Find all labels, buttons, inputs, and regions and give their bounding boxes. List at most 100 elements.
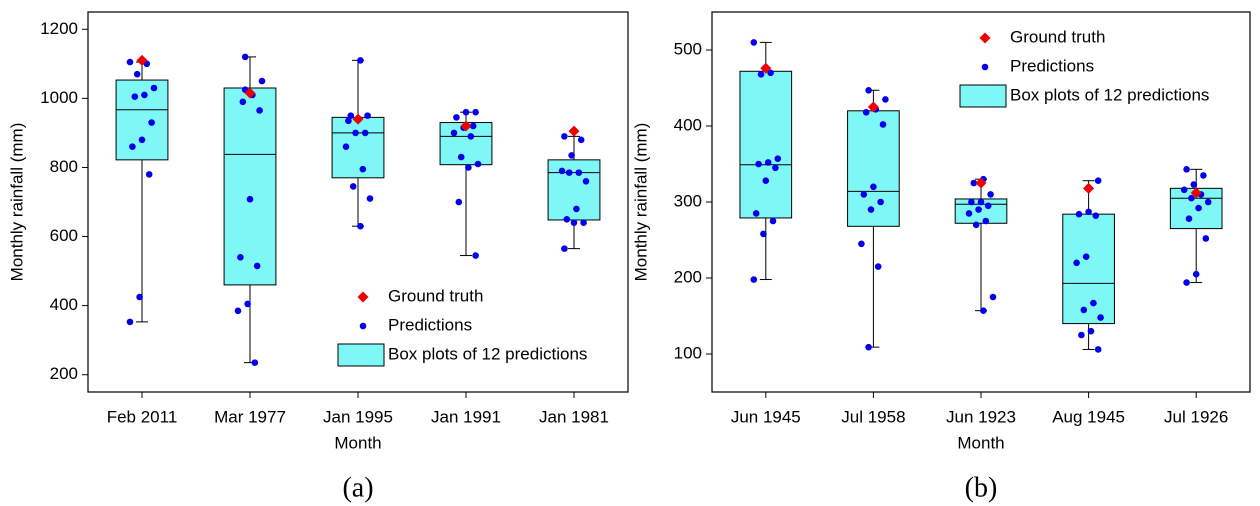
x-tick-label: Jul 1926 <box>1164 407 1228 426</box>
prediction-point <box>244 300 251 308</box>
prediction-point <box>349 183 357 190</box>
legend-label: Predictions <box>388 315 472 334</box>
prediction-point <box>858 240 865 248</box>
prediction-point <box>860 191 868 198</box>
prediction-point <box>870 183 877 191</box>
x-tick-label: Jan 1981 <box>539 407 609 426</box>
ground-truth-marker <box>244 87 256 99</box>
x-tick-label: Jan 1995 <box>323 407 393 426</box>
x-tick-label: Jan 1991 <box>431 407 501 426</box>
legend-label: Ground truth <box>388 286 483 305</box>
prediction-point <box>1190 181 1198 188</box>
ground-truth-marker <box>568 125 580 137</box>
prediction-point <box>573 205 580 213</box>
legend-label: Box plots of 12 predictions <box>1010 85 1209 104</box>
prediction-point <box>150 84 158 92</box>
prediction-point <box>1080 306 1088 314</box>
prediction-point <box>126 58 134 66</box>
prediction-point <box>359 165 367 173</box>
y-tick-label: 400 <box>50 295 78 314</box>
prediction-point <box>467 133 475 140</box>
prediction-point <box>1073 259 1080 267</box>
prediction-point <box>865 343 872 351</box>
prediction-point <box>141 91 148 99</box>
box <box>739 70 793 219</box>
prediction-point <box>457 153 465 161</box>
y-tick-label: 1000 <box>40 88 78 107</box>
prediction-point <box>1094 346 1102 353</box>
prediction-point <box>762 177 770 185</box>
prediction-point <box>1195 204 1202 212</box>
legend-marker <box>337 343 385 367</box>
prediction-point <box>450 129 458 137</box>
x-tick-label: Jun 1945 <box>731 407 801 426</box>
prediction-point <box>862 109 870 116</box>
prediction-point <box>987 191 994 198</box>
prediction-point <box>239 98 247 106</box>
prediction-point <box>874 263 882 270</box>
prediction-point <box>342 143 350 151</box>
prediction-point <box>755 160 762 168</box>
prediction-point <box>345 117 352 125</box>
prediction-point <box>357 57 364 64</box>
legend-marker <box>979 32 991 44</box>
box <box>331 116 385 179</box>
legend-label: Predictions <box>1010 56 1094 75</box>
prediction-point <box>357 222 364 230</box>
prediction-point <box>570 219 578 227</box>
box <box>1062 213 1115 325</box>
ground-truth-marker <box>1190 187 1202 199</box>
prediction-point <box>347 112 355 119</box>
ground-truth-marker <box>136 54 148 66</box>
ground-truth-marker <box>867 101 879 113</box>
prediction-point <box>774 155 782 162</box>
prediction-point <box>764 159 772 166</box>
prediction-point <box>757 71 765 78</box>
prediction-point <box>580 219 587 227</box>
prediction-point <box>1075 210 1083 218</box>
legend-marker <box>357 291 369 303</box>
prediction-point <box>561 245 568 252</box>
prediction-point <box>582 177 590 185</box>
prediction-point <box>129 143 136 151</box>
prediction-point <box>1185 215 1193 223</box>
prediction-point <box>256 107 263 114</box>
prediction-point <box>1180 186 1188 194</box>
prediction-point <box>984 202 992 210</box>
y-tick-label: 100 <box>674 343 702 362</box>
prediction-point <box>472 108 479 116</box>
prediction-point <box>455 198 463 206</box>
y-tick-label: 200 <box>674 267 702 286</box>
legend-marker <box>359 322 367 330</box>
prediction-point <box>1085 208 1092 216</box>
prediction-point <box>145 171 153 178</box>
prediction-point <box>565 169 573 176</box>
x-axis-label: Month <box>957 433 1004 452</box>
legend-label: Box plots of 12 predictions <box>388 344 587 363</box>
ground-truth-marker <box>352 113 364 125</box>
prediction-point <box>246 195 254 203</box>
y-tick-label: 200 <box>50 364 78 383</box>
prediction-point <box>877 198 884 206</box>
legend-label: Ground truth <box>1010 27 1105 46</box>
prediction-point <box>366 195 374 202</box>
ground-truth-marker <box>760 62 772 74</box>
ground-truth-marker <box>1083 182 1095 194</box>
prediction-point <box>982 217 990 225</box>
prediction-point <box>767 69 774 77</box>
prediction-point <box>1082 253 1090 261</box>
prediction-point <box>568 152 575 159</box>
prediction-point <box>1188 194 1195 202</box>
y-tick-label: 600 <box>50 226 78 245</box>
prediction-point <box>1090 299 1097 307</box>
x-axis-label: Month <box>334 433 381 452</box>
prediction-point <box>1087 327 1095 335</box>
y-axis-label: Monthly rainfall (mm) <box>7 123 26 282</box>
prediction-point <box>970 179 978 187</box>
prediction-point <box>352 129 359 137</box>
x-tick-label: Feb 2011 <box>107 407 178 426</box>
x-tick-label: Mar 1977 <box>214 407 286 426</box>
prediction-point <box>148 119 155 126</box>
prediction-point <box>1204 198 1212 206</box>
